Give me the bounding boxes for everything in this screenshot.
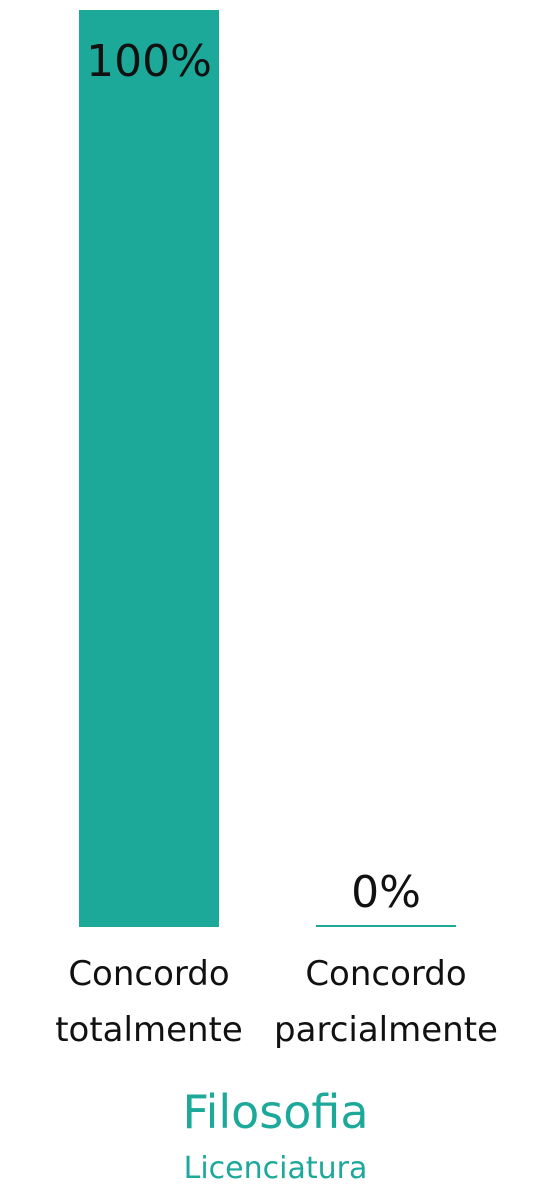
category-label-1-line-0: Concordo (305, 954, 466, 994)
category-label-0-line-0: Concordo (68, 954, 229, 994)
chart-subtitle: Licenciatura (183, 1151, 368, 1186)
bar-0 (79, 10, 219, 927)
value-label-1: 0% (351, 867, 421, 918)
category-label-1-line-1: parcialmente (274, 1010, 498, 1050)
category-label-0-line-1: totalmente (55, 1010, 243, 1050)
bar-1 (316, 925, 456, 927)
value-label-0: 100% (86, 36, 212, 87)
bar-chart: 100% Concordo totalmente 0% Concordo parcialm… (55, 10, 498, 1050)
chart-title: Filosofia (182, 1085, 369, 1139)
